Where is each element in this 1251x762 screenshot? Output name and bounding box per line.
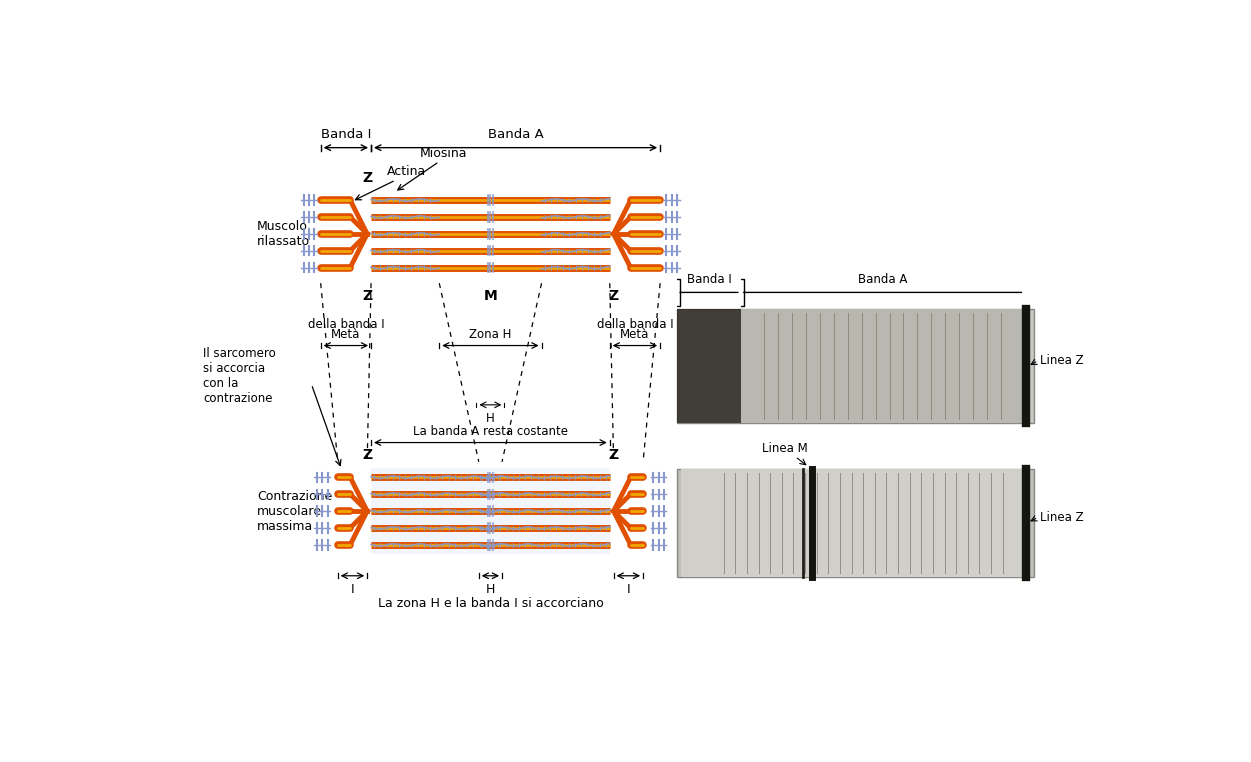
FancyBboxPatch shape (677, 309, 741, 424)
Text: Muscolo
rilassato: Muscolo rilassato (258, 220, 310, 248)
Text: I: I (350, 584, 354, 597)
Text: H: H (485, 584, 495, 597)
Text: Z: Z (608, 448, 619, 462)
FancyBboxPatch shape (677, 309, 1033, 424)
Text: Z: Z (362, 448, 373, 462)
Text: della banda I: della banda I (597, 318, 673, 331)
Text: Banda A: Banda A (858, 274, 907, 287)
Text: Linea Z: Linea Z (1040, 354, 1083, 367)
Text: Il sarcomero
si accorcia
con la
contrazione: Il sarcomero si accorcia con la contrazi… (203, 347, 275, 405)
Text: H: H (487, 411, 495, 424)
Text: M: M (484, 290, 498, 303)
Text: Contrazione
muscolare
massima: Contrazione muscolare massima (258, 490, 333, 533)
Text: Miosina: Miosina (420, 147, 468, 160)
FancyBboxPatch shape (741, 309, 1025, 424)
Text: Z: Z (362, 171, 373, 184)
Text: La banda A resta costante: La banda A resta costante (413, 425, 568, 438)
Text: Metà: Metà (620, 328, 649, 341)
Text: della banda I: della banda I (308, 318, 384, 331)
Text: Metà: Metà (332, 328, 360, 341)
Text: Linea M: Linea M (762, 442, 808, 455)
Text: Zona H: Zona H (469, 328, 512, 341)
Text: Actina: Actina (387, 165, 425, 178)
Text: Banda I: Banda I (687, 274, 732, 287)
Text: Banda A: Banda A (488, 129, 543, 142)
Text: Banda I: Banda I (320, 129, 372, 142)
FancyBboxPatch shape (681, 469, 1022, 577)
Text: La zona H e la banda I si accorciano: La zona H e la banda I si accorciano (378, 597, 603, 610)
FancyBboxPatch shape (677, 469, 1033, 577)
Text: I: I (627, 584, 631, 597)
Text: Z: Z (608, 290, 619, 303)
FancyBboxPatch shape (372, 468, 609, 554)
Text: Z: Z (362, 290, 373, 303)
Text: Linea Z: Linea Z (1040, 511, 1083, 523)
